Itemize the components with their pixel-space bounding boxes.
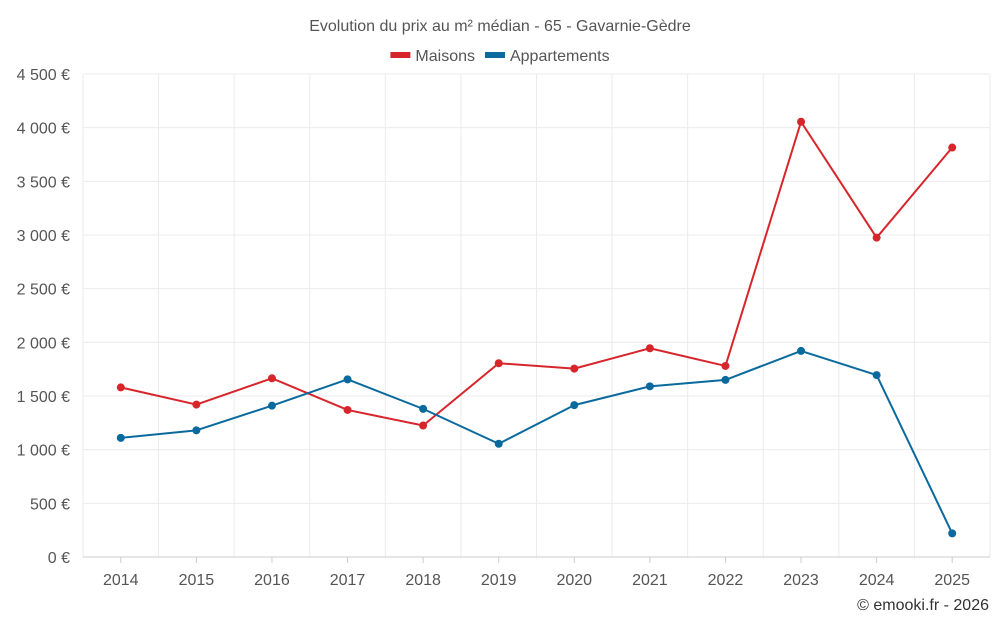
data-point[interactable] — [192, 426, 201, 435]
x-tick-label: 2024 — [859, 572, 895, 589]
data-point[interactable] — [570, 401, 579, 410]
series-line — [120, 120, 953, 427]
x-tick-label: 2023 — [783, 572, 819, 589]
data-point[interactable] — [645, 344, 654, 353]
y-tick-label: 0 € — [48, 550, 70, 567]
data-point[interactable] — [721, 361, 730, 370]
data-point[interactable] — [872, 233, 881, 242]
series-layer — [116, 117, 957, 538]
y-tick-label: 2 000 € — [17, 335, 70, 352]
y-tick-label: 4 500 € — [17, 67, 70, 84]
x-tick-label: 2017 — [330, 572, 366, 589]
series-appartements — [116, 346, 957, 538]
data-point[interactable] — [267, 374, 276, 383]
y-tick-label: 4 000 € — [17, 121, 70, 138]
y-tick-label: 3 500 € — [17, 174, 70, 191]
credit-text: © emooki.fr - 2026 — [857, 597, 989, 614]
y-tick-label: 3 000 € — [17, 228, 70, 245]
data-point[interactable] — [494, 439, 503, 448]
legend-swatch[interactable] — [390, 52, 411, 58]
data-point[interactable] — [645, 382, 654, 391]
data-point[interactable] — [872, 371, 881, 380]
series-line — [120, 349, 954, 534]
data-point[interactable] — [419, 421, 428, 430]
x-tick-label: 2020 — [556, 572, 592, 589]
data-point[interactable] — [797, 346, 806, 355]
data-point[interactable] — [192, 400, 201, 409]
series-maisons — [116, 117, 957, 430]
legend-label: Maisons — [415, 48, 475, 65]
legend-swatch[interactable] — [484, 52, 505, 58]
data-point[interactable] — [721, 375, 730, 384]
x-tick-label: 2021 — [632, 572, 668, 589]
data-point[interactable] — [948, 143, 957, 152]
x-tick-label: 2016 — [254, 572, 290, 589]
x-tick-label: 2019 — [481, 572, 517, 589]
axes: 0 € 500 € 1 000 € 1 500 € 2 000 € 2 500 € 3 00… — [17, 67, 990, 589]
grid — [82, 73, 991, 558]
y-tick-label: 500 € — [30, 496, 70, 513]
x-tick-label: 2014 — [103, 572, 139, 589]
data-point[interactable] — [343, 405, 352, 414]
data-point[interactable] — [948, 529, 957, 538]
y-tick-label: 2 500 € — [17, 282, 70, 299]
data-point[interactable] — [116, 383, 125, 392]
data-point[interactable] — [570, 364, 579, 373]
chart-title: Evolution du prix au m² médian - 65 - Ga… — [309, 18, 691, 35]
x-tick-label: 2015 — [179, 572, 215, 589]
y-tick-label: 1 500 € — [17, 389, 70, 406]
data-point[interactable] — [494, 359, 503, 368]
legend-label: Appartements — [510, 48, 610, 65]
data-point[interactable] — [343, 375, 352, 384]
x-tick-label: 2018 — [405, 572, 441, 589]
data-point[interactable] — [419, 404, 428, 413]
data-point[interactable] — [267, 401, 276, 410]
y-tick-label: 1 000 € — [17, 443, 70, 460]
x-tick-label: 2025 — [934, 572, 970, 589]
data-point[interactable] — [116, 433, 125, 442]
x-tick-label: 2022 — [708, 572, 744, 589]
legend: Maisons Appartements — [390, 48, 610, 65]
data-point[interactable] — [797, 117, 806, 126]
